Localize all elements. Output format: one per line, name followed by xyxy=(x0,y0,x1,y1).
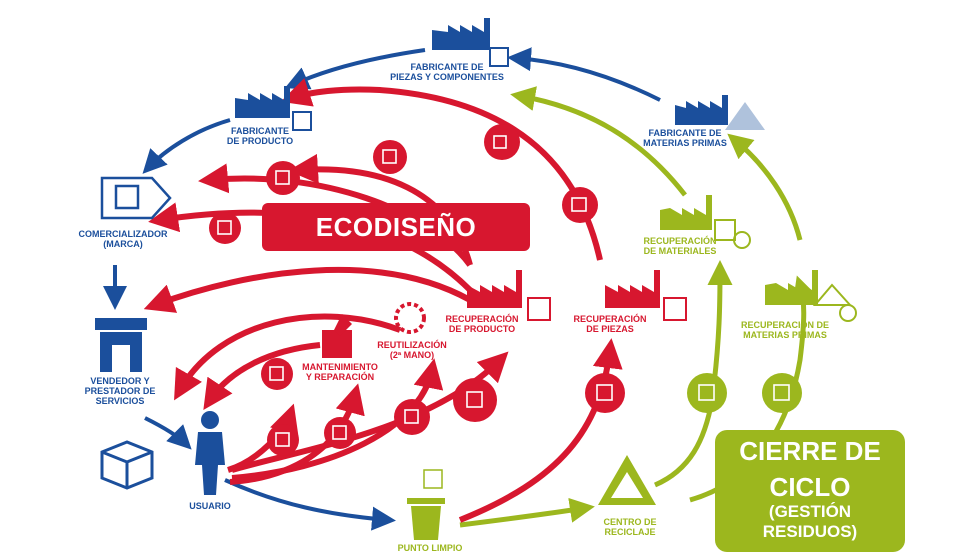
circle-box-check xyxy=(266,161,300,195)
mountain-icon xyxy=(812,283,857,322)
label-mantenimiento: MANTENIMIENTO Y REPARACIÓN xyxy=(302,362,378,382)
cierre-line-2: CICLO xyxy=(769,472,851,502)
person-icon xyxy=(195,411,225,495)
label-recuperacion-producto: RECUPERACIÓN DE PRODUCTO xyxy=(445,314,519,334)
arrow-producto-to-comercializador xyxy=(142,118,231,174)
tag-icon xyxy=(100,176,172,220)
circle-box-refresh xyxy=(484,124,520,160)
label-fabricante-materias: FABRICANTE DE MATERIAS PRIMAS xyxy=(643,128,727,148)
factory-icon xyxy=(467,270,522,308)
factory-icon xyxy=(432,18,490,50)
arrow-materiales-to-piezas-level xyxy=(510,86,687,197)
box-icon xyxy=(527,297,687,321)
arrow-vendedor-to-usuario xyxy=(144,416,192,450)
label-usuario: USUARIO xyxy=(189,501,231,511)
arrow-punto-to-reciclaje xyxy=(459,497,595,528)
blue-flow-arrows xyxy=(103,47,661,531)
circle-box-glyphs xyxy=(217,135,790,447)
factory-icon xyxy=(765,270,818,305)
red-circles xyxy=(209,124,625,456)
cierre-line-1: CIERRE DE xyxy=(739,436,881,466)
cierre-de-ciclo-box: CIERRE DE CICLO (GESTIÓN RESIDUOS) xyxy=(715,430,905,552)
label-comercializador: COMERCIALIZADOR (MARCA) xyxy=(78,229,168,249)
refresh-icon xyxy=(394,302,426,334)
circle-box-rays xyxy=(453,378,497,422)
label-fabricante-producto: FABRICANTE DE PRODUCTO xyxy=(226,126,294,146)
trash-bin-icon xyxy=(407,498,445,540)
circle-box-recycle xyxy=(687,373,727,413)
arrow-usuario-to-punto-limpio xyxy=(224,478,396,531)
arrow-to-vendedor xyxy=(143,266,472,313)
box-icon xyxy=(100,440,154,490)
circle-box-parts xyxy=(562,187,598,223)
circle-box-refresh-2 xyxy=(394,399,430,435)
circle-box-hand xyxy=(267,424,299,456)
arrow-mantenimiento-to-usuario xyxy=(203,342,321,410)
label-centro-reciclaje: CENTRO DE RECICLAJE xyxy=(603,517,657,537)
factory-icon xyxy=(235,86,290,118)
circle-box-gear xyxy=(373,140,407,174)
cierre-line-4: RESIDUOS) xyxy=(762,522,858,541)
arrow-materias-to-piezas xyxy=(507,47,661,102)
label-vendedor: VENDEDOR Y PRESTADOR DE SERVICIOS xyxy=(84,376,156,406)
label-recuperacion-piezas: RECUPERACIÓN DE PIEZAS xyxy=(573,314,647,334)
wrench-icon xyxy=(322,314,352,358)
label-punto-limpio: PUNTO LIMPIO xyxy=(397,543,463,553)
store-icon xyxy=(95,318,147,372)
green-circles xyxy=(687,373,802,413)
arrow-reutilizacion-to-usuario xyxy=(174,313,402,401)
circle-box-stack xyxy=(209,212,241,244)
circle-box-tool xyxy=(324,417,356,449)
circle-box-search xyxy=(261,358,293,390)
box-icon xyxy=(292,47,509,131)
label-recuperacion-materiales: RECUPERACIÓN DE MATERIALES xyxy=(643,236,717,256)
factory-icon xyxy=(660,195,712,230)
recycle-icon xyxy=(598,455,656,505)
label-fabricante-piezas: FABRICANTE DE PIEZAS Y COMPONENTES xyxy=(390,62,504,82)
arrow-usuario-to-mantenimiento xyxy=(229,383,365,485)
factory-icon xyxy=(675,95,728,125)
arrow-materias-to-fabricante-materias xyxy=(727,133,803,241)
factory-icon xyxy=(605,270,660,308)
label-recuperacion-materias: RECUPERACIÓN DE MATERIAS PRIMAS xyxy=(740,320,829,340)
label-reutilizacion: REUTILIZACIÓN (2ª MANO) xyxy=(377,340,447,360)
ecodiseno-banner: ECODISEÑO xyxy=(262,203,530,251)
mountain-icon xyxy=(725,102,765,130)
circle-box-pieces xyxy=(585,373,625,413)
box-icon xyxy=(423,469,443,489)
recycle-icon xyxy=(714,219,751,249)
cierre-line-3: (GESTIÓN xyxy=(768,502,852,521)
circle-box-recycle-2 xyxy=(762,373,802,413)
